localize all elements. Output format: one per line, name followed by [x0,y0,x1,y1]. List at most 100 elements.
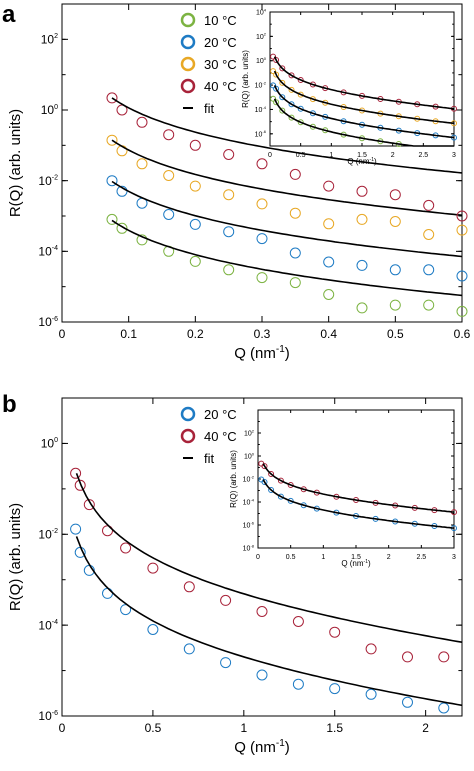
panel-b-inset-x-tick-label: 0 [256,554,260,561]
panel-a-fit-line [111,97,463,174]
panel-a-label: a [2,1,16,28]
panel-a-data-point [323,218,335,230]
panel-b-inset-data-point [261,463,268,470]
panel-a-inset-x-tick-label: 0.5 [296,152,306,159]
panel-a-fit-line [111,139,463,216]
panel-a-data-point [223,264,235,276]
panel-a-data-point [423,229,435,240]
panel-b-inset-data-point [287,482,294,488]
panel-b-label: b [2,391,17,418]
panel-b-legend-marker [180,406,196,422]
panel-b-inset-x-tick-label: 0.5 [286,554,296,561]
panel-a-data-point [456,224,468,236]
panel-a-data-point [389,189,401,201]
panel-a-data-point [163,209,175,220]
panel-a-inset-data-point [297,105,304,112]
panel-a-data-point [163,170,175,181]
panel-b-data-point [256,669,268,681]
panel-b-data-point [220,594,232,606]
panel-a-data-point [106,175,118,187]
panel-a-data-point [289,168,301,180]
panel-a-data-point [289,277,301,289]
panel-a-inset-fit-line [273,85,455,139]
panel-b-data-point [365,643,377,655]
panel-a-y-tick-label: 100 [41,103,58,117]
panel-b-inset-data-point [287,497,294,504]
panel-b-data-point [147,562,159,574]
panel-a-inset-data-point [297,119,304,126]
panel-b-legend-label: 40 °C [204,429,237,444]
panel-a-data-point [223,149,235,160]
panel-b-data-point [438,702,450,714]
panel-a-x-tick-label: 0.6 [454,327,471,341]
panel-a-data-point [356,302,368,314]
panel-a-data-point [256,233,268,245]
panel-b-data-point [256,606,268,617]
panel-a-x-tick-label: 0.2 [187,327,204,341]
panel-b-x-tick-label: 1.5 [326,721,343,735]
panel-a-data-point [323,180,335,192]
panel-a-legend-marker [180,12,196,28]
panel-b-data-point [402,696,413,708]
panel-b-chart: 0 0.5 1 1.5 2 10-6 10-4 10-2 100 Q (nm-1) R(Q) (ar… [7,397,463,756]
panel-a-inset-y-axis-label: R(Q) (arb. units) [241,50,250,108]
panel-a-fit-line [111,219,463,297]
panel-a-fit-line [111,180,463,258]
panel-a-y-tick-label: 10-4 [38,245,58,259]
panel-a-inset-data-point [273,57,280,63]
panel-b-inset-y-tick-label: 10-6 [243,520,255,529]
panel-a-data-point [389,299,401,311]
panel-a-data-point [256,198,268,210]
panel-a-data-point [256,158,268,170]
panel-b-inset-plot-frame [257,409,455,549]
panel-b-inset-data-point [261,479,268,485]
panel-a-x-tick-label: 0.4 [320,327,337,341]
panel-b-data-point [70,523,82,535]
panel-a-y-tick-label: 10-2 [38,174,58,188]
panel-a-inset-y-tick-label: 102 [256,32,267,41]
panel-b-data-point [120,604,132,616]
panel-a-data-point [223,189,235,201]
panel-a-inset-data-point [279,107,286,114]
panel-a-data-point [136,234,148,246]
panel-b-inset-data-point [277,477,284,484]
panel-a-inset-data-point [279,94,286,101]
panel-a-data-point [106,134,118,146]
panel-a-y-axis-label: R(Q) (arb. units) [7,109,24,217]
panel-a-legend-label: 10 °C [204,13,237,28]
panel-a-data-point [456,305,468,317]
panel-b-data-point [147,624,159,635]
panel-b-inset-y-tick-label: 10-4 [243,497,255,506]
panel-a-inset-fit-line [273,98,454,147]
panel-b-inset-y-axis-label: R(Q) (arb. units) [229,450,238,508]
panel-a-x-axis-label: Q (nm-1) [234,344,290,362]
panel-a-data-point [136,116,148,128]
panel-a-inset-y-tick-label: 10-4 [255,105,267,114]
panel-a-inset-data-point [273,71,280,78]
panel-a-inset-x-tick-label: 2.5 [418,152,428,159]
panel-a-data-point [323,256,335,268]
panel-b-inset-data-point [268,487,275,493]
panel-b-inset-data-point [277,493,284,500]
panel-a-x-tick-label: 0.3 [254,327,271,341]
panel-a-inset-x-tick-label: 0 [268,152,272,159]
panel-b-x-tick-label: 0.5 [145,721,162,735]
panel-a-data-point [456,270,468,282]
panel-a-legend-label: 20 °C [204,35,237,50]
panel-a-legend-label: 30 °C [204,57,237,72]
panel-a-inset-data-point [273,99,280,106]
panel-b-data-point [120,542,132,554]
panel-b-data-point [183,581,195,593]
panel-a-inset-x-tick-label: 1.5 [357,152,367,159]
panel-b-data-point [329,626,341,638]
panel-a-inset-fit-line [273,56,455,110]
panel-b-data-point [102,587,113,599]
panel-b-data-point [438,651,450,663]
panel-a-data-point [423,199,435,211]
panel-b-y-tick-label: 10-4 [38,618,58,632]
panel-a-legend-marker [180,78,196,94]
panel-a-data-point [356,259,368,271]
